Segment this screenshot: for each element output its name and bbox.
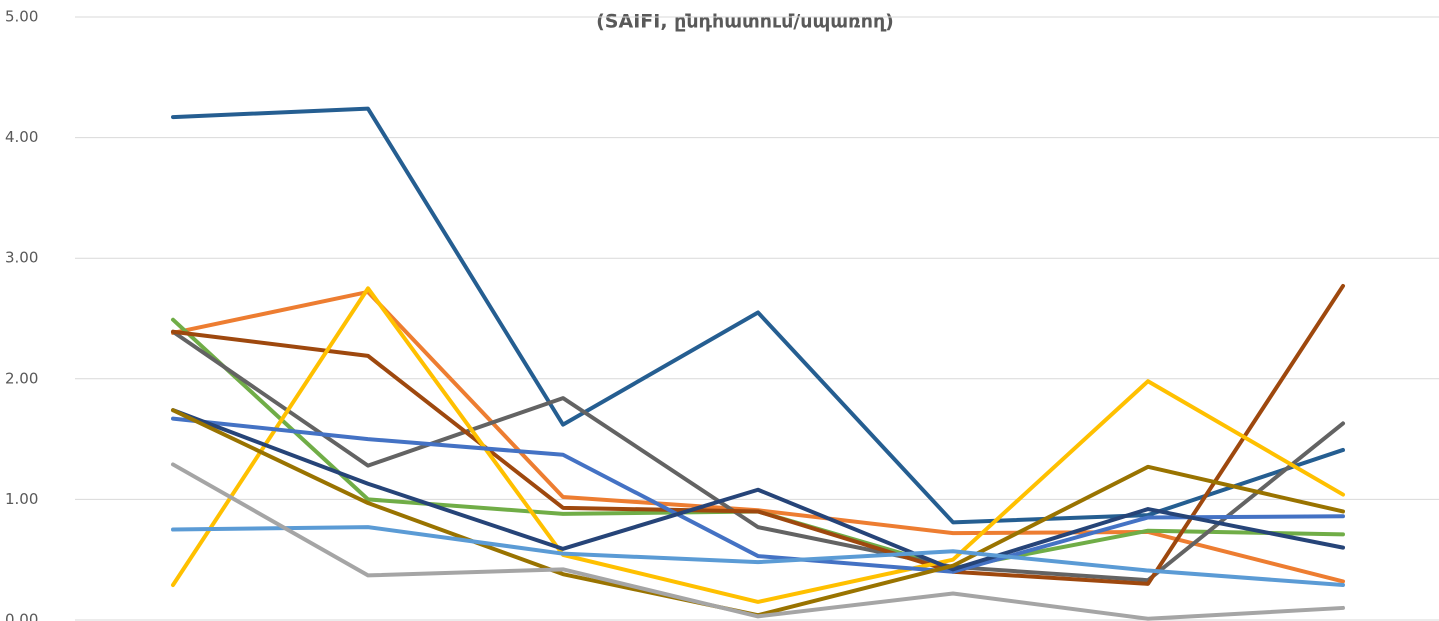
y-tick-label: 0.00 xyxy=(5,611,38,621)
series-line xyxy=(171,106,1345,525)
y-tick-label: 2.00 xyxy=(5,369,38,387)
series-line xyxy=(171,317,1345,571)
series-line xyxy=(171,462,1345,621)
series-line xyxy=(171,416,1345,574)
series-line xyxy=(171,408,1345,572)
y-tick-label: 4.00 xyxy=(5,128,38,146)
series-line xyxy=(171,329,1345,583)
y-tick-label: 1.00 xyxy=(5,490,38,508)
series-line xyxy=(171,286,1345,604)
chart-title: (SAIFI, ընդհատում/սպառող) xyxy=(596,11,894,33)
y-tick-label: 3.00 xyxy=(5,249,38,267)
y-tick-label: 5.00 xyxy=(5,8,38,26)
series-line xyxy=(171,283,1345,586)
series-line xyxy=(171,525,1345,588)
